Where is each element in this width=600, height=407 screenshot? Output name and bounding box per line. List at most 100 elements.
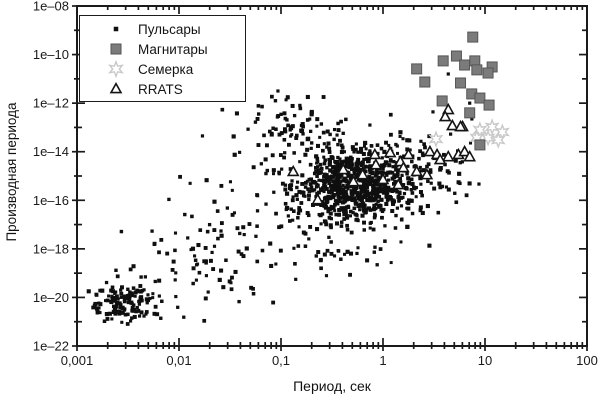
rrat-point	[446, 118, 459, 131]
pulsar-point	[310, 188, 315, 193]
pulsar-point	[321, 186, 325, 190]
pulsar-point	[339, 257, 343, 261]
pulsar-point	[345, 227, 350, 232]
pulsar-point	[289, 187, 293, 192]
pulsar-point	[280, 181, 285, 186]
pulsar-point	[309, 146, 313, 150]
magnetar-point	[483, 99, 495, 111]
pulsar-point	[159, 316, 163, 320]
pulsar-point	[396, 194, 401, 199]
pulsar-point	[310, 203, 315, 207]
pulsar-point	[362, 144, 366, 148]
pulsar-point	[393, 180, 397, 184]
pulsar-point	[332, 171, 337, 176]
pulsar-point	[315, 191, 319, 196]
pulsar-point	[238, 150, 242, 154]
pulsar-point	[355, 193, 360, 198]
pulsar-point	[409, 188, 413, 192]
pulsar-point	[130, 293, 134, 298]
pulsar-point	[401, 195, 405, 200]
pulsar-point	[274, 211, 278, 216]
pulsar-point	[315, 227, 320, 232]
pulsar-point	[295, 185, 299, 190]
pulsar-point	[395, 171, 400, 176]
pulsar-point	[345, 216, 350, 220]
pulsar-point	[349, 251, 354, 256]
pulsar-point	[255, 259, 260, 264]
pulsar-point	[384, 160, 388, 164]
pulsar-point	[129, 319, 133, 323]
pulsar-point	[144, 297, 149, 302]
pulsar-point	[277, 172, 281, 176]
pulsar-point	[369, 144, 373, 148]
pulsar-point	[339, 163, 344, 167]
pulsar-point	[338, 157, 342, 161]
pulsar-point	[151, 296, 155, 300]
pulsar-point	[321, 179, 326, 184]
pulsar-point	[287, 219, 292, 223]
pulsar-point	[205, 229, 210, 234]
pulsar-point	[323, 172, 327, 176]
pulsar-point	[383, 224, 387, 228]
pulsar-point	[118, 301, 122, 306]
pulsar-point	[335, 159, 340, 164]
pulsar-point	[271, 168, 276, 173]
pulsar-point	[329, 217, 333, 221]
pulsar-point	[338, 191, 343, 196]
magnetar-point	[482, 67, 494, 79]
pulsar-point	[326, 141, 331, 146]
pulsar-point	[120, 311, 124, 315]
pulsar-point	[346, 173, 351, 178]
pulsar-point	[264, 171, 268, 176]
pulsar-point	[356, 190, 360, 195]
pulsar-point	[406, 206, 411, 211]
pulsar-point	[345, 197, 349, 202]
pulsar-point	[335, 190, 340, 195]
pulsar-point	[346, 205, 351, 210]
pulsar-point	[291, 209, 296, 213]
pulsar-point	[157, 250, 161, 255]
legend-item-square-small: Пульсары	[80, 19, 245, 39]
pulsar-point	[386, 178, 391, 182]
pulsar-point	[464, 193, 469, 198]
pulsar-point	[331, 192, 336, 197]
pulsar-point	[319, 266, 323, 271]
pulsar-point	[350, 198, 354, 203]
pulsar-point	[323, 220, 328, 224]
pulsar-point	[98, 288, 102, 293]
pulsar-point	[335, 133, 339, 137]
pulsar-point	[110, 297, 114, 301]
pulsar-point	[171, 259, 176, 264]
pulsar-point	[334, 221, 340, 226]
pulsar-point	[342, 206, 347, 210]
pulsar-point	[421, 168, 426, 173]
seven-point	[428, 130, 444, 148]
pulsar-point	[174, 294, 178, 299]
pulsar-point	[300, 141, 305, 146]
pulsar-point	[366, 192, 371, 197]
pulsar-point	[231, 134, 236, 139]
pulsar-point	[332, 179, 337, 184]
pulsar-point	[110, 294, 114, 299]
pulsar-point	[386, 188, 391, 193]
pulsar-point	[344, 177, 348, 182]
pulsar-point	[275, 115, 279, 119]
pulsar-point	[384, 201, 389, 206]
pulsar-point	[362, 181, 366, 185]
pulsar-point	[359, 187, 363, 191]
pulsar-point	[113, 291, 117, 295]
pulsar-point	[418, 176, 423, 181]
pulsar-point	[319, 166, 324, 171]
pulsar-point	[306, 187, 310, 191]
rrat-point	[433, 152, 447, 165]
pulsar-point	[362, 190, 366, 194]
pulsar-point	[116, 297, 120, 301]
pulsar-point	[362, 157, 366, 162]
pulsar-point	[349, 159, 354, 163]
pulsar-point	[318, 187, 323, 191]
pulsar-point	[359, 189, 364, 194]
pulsar-point	[321, 148, 325, 153]
pulsar-point	[343, 252, 347, 256]
pulsar-point	[255, 193, 259, 197]
pulsar-point	[368, 208, 373, 212]
